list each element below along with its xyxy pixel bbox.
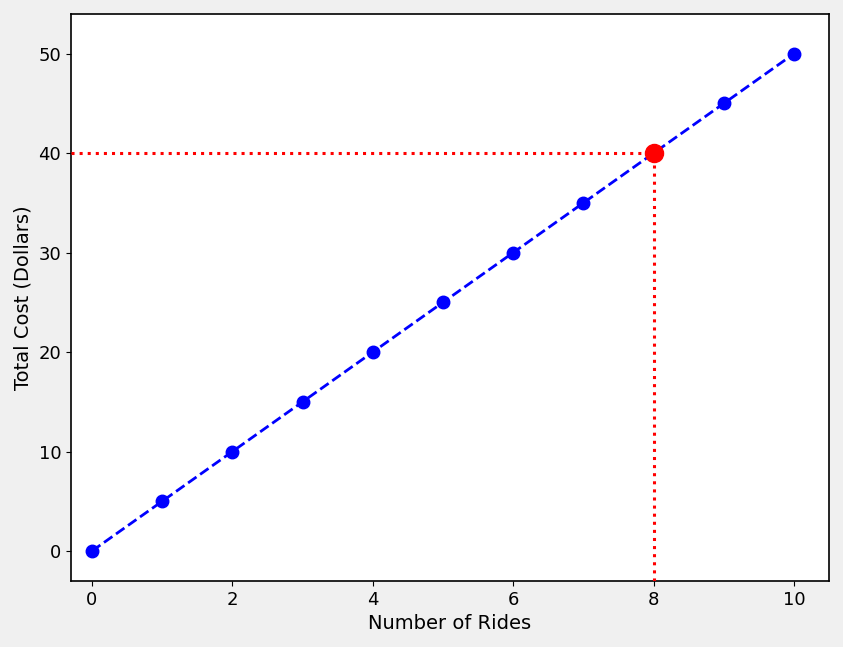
X-axis label: Number of Rides: Number of Rides — [368, 614, 532, 633]
Y-axis label: Total Cost (Dollars): Total Cost (Dollars) — [13, 205, 33, 389]
